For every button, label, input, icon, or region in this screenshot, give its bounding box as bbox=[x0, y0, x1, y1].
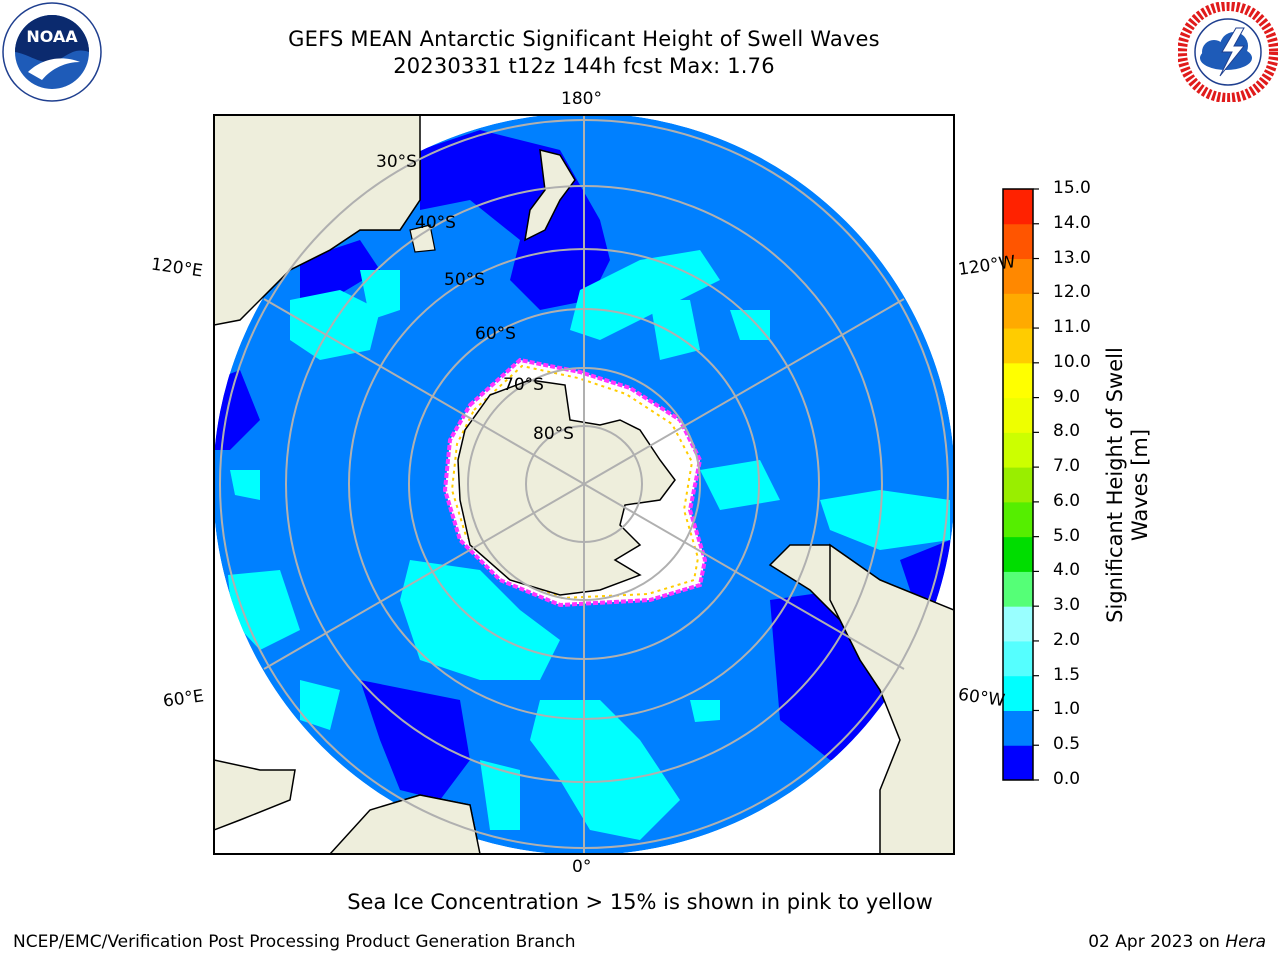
colorbar-band bbox=[1003, 223, 1033, 260]
high-swell-region bbox=[228, 570, 300, 650]
colorbar-tick-label: 7.0 bbox=[1053, 456, 1081, 477]
madagascar-landmass-corner bbox=[214, 759, 296, 831]
noaa-logo-text: NOAA bbox=[26, 27, 78, 46]
colorbar-tick-label: 14.0 bbox=[1053, 212, 1091, 233]
high-swell-region bbox=[820, 490, 950, 550]
colorbar-tick-label: 5.0 bbox=[1053, 525, 1081, 546]
lon-label-0: 0° bbox=[572, 857, 592, 877]
low-swell-region bbox=[360, 680, 470, 800]
footer-machine: Hera bbox=[1225, 932, 1266, 952]
sea-ice-edge-yellow bbox=[450, 364, 700, 600]
map-frame bbox=[213, 114, 955, 855]
colorbar-band bbox=[1003, 675, 1033, 711]
australia-landmass-corner bbox=[214, 115, 421, 326]
high-swell-region bbox=[700, 460, 780, 510]
lat-label-30s: 30°S bbox=[376, 152, 417, 172]
colorbar-frame bbox=[1002, 188, 1034, 781]
lat-label-50s: 50°S bbox=[444, 270, 485, 290]
colorbar-band bbox=[1003, 189, 1033, 225]
low-swell-region bbox=[214, 370, 260, 450]
colorbar-tick-label: 3.0 bbox=[1053, 595, 1081, 616]
high-swell-region bbox=[230, 470, 260, 500]
south-america-landmass-corner bbox=[829, 543, 954, 854]
lat-label-70s: 70°S bbox=[503, 375, 544, 395]
antarctica-landmass bbox=[457, 379, 676, 596]
nws-logo-icon bbox=[1178, 2, 1278, 102]
noaa-logo-icon: NOAA bbox=[2, 2, 102, 102]
high-swell-region bbox=[360, 270, 400, 320]
high-swell-region bbox=[650, 300, 700, 360]
high-swell-region bbox=[530, 700, 680, 840]
high-swell-region bbox=[730, 310, 770, 340]
footer-credit: NCEP/EMC/Verification Post Processing Pr… bbox=[13, 932, 576, 952]
colorbar-tick-label: 8.0 bbox=[1053, 421, 1081, 442]
colorbar-band bbox=[1003, 745, 1033, 781]
lat-label-80s: 80°S bbox=[533, 424, 574, 444]
new-zealand-landmass bbox=[524, 149, 576, 242]
colorbar-tick-label: 1.5 bbox=[1053, 664, 1081, 685]
colorbar-tick-label: 11.0 bbox=[1053, 317, 1091, 338]
lat-label-40s: 40°S bbox=[415, 213, 456, 233]
lat-label-60s: 60°S bbox=[475, 324, 516, 344]
high-swell-region bbox=[480, 760, 520, 830]
colorbar-band bbox=[1003, 432, 1033, 468]
colorbar-tick-label: 10.0 bbox=[1053, 351, 1091, 372]
colorbar-tick-label: 12.0 bbox=[1053, 282, 1091, 303]
sea-ice-edge-pink bbox=[442, 357, 708, 608]
africa-landmass-corner bbox=[328, 794, 481, 854]
chart-subtitle: 20230331 t12z 144h fcst Max: 1.76 bbox=[393, 54, 775, 78]
colorbar-band bbox=[1003, 710, 1033, 746]
colorbar-tick-label: 0.0 bbox=[1053, 769, 1081, 789]
caption: Sea Ice Concentration > 15% is shown in … bbox=[347, 890, 933, 914]
colorbar-band bbox=[1003, 328, 1033, 364]
meridian-60e-120w bbox=[263, 298, 905, 670]
colorbar-tick-label: 6.0 bbox=[1053, 490, 1081, 511]
footer-date: 02 Apr 2023 on Hera bbox=[1088, 932, 1266, 952]
colorbar-band bbox=[1003, 606, 1033, 642]
colorbar bbox=[1002, 188, 1039, 781]
colorbar-band bbox=[1003, 293, 1033, 329]
colorbar-tick-label: 2.0 bbox=[1053, 629, 1081, 650]
high-swell-region bbox=[570, 250, 720, 340]
chart-title: GEFS MEAN Antarctic Significant Height o… bbox=[288, 27, 880, 51]
tasmania-landmass bbox=[409, 224, 436, 253]
colorbar-tick-label: 13.0 bbox=[1053, 247, 1091, 268]
colorbar-title: Significant Height of Swell Waves [m] bbox=[1103, 347, 1152, 623]
colorbar-tick-label: 9.0 bbox=[1053, 386, 1081, 407]
colorbar-tick-label: 1.0 bbox=[1053, 699, 1081, 720]
colorbar-band bbox=[1003, 501, 1033, 538]
colorbar-band bbox=[1003, 571, 1033, 607]
colorbar-tick-label: 0.5 bbox=[1053, 734, 1081, 755]
colorbar-band bbox=[1003, 362, 1033, 399]
colorbar-band bbox=[1003, 467, 1033, 503]
high-swell-region bbox=[300, 680, 340, 730]
high-swell-region bbox=[690, 700, 720, 722]
colorbar-band bbox=[1003, 397, 1033, 433]
footer-date-text: 02 Apr 2023 on bbox=[1088, 932, 1226, 952]
high-swell-region bbox=[400, 560, 560, 680]
colorbar-tick-label: 15.0 bbox=[1053, 178, 1091, 198]
colorbar-band bbox=[1003, 536, 1033, 572]
colorbar-tick-label: 4.0 bbox=[1053, 560, 1081, 581]
lon-label-180: 180° bbox=[561, 89, 602, 109]
colorbar-band bbox=[1003, 258, 1033, 294]
graticule bbox=[219, 115, 949, 854]
high-swell-region bbox=[290, 290, 380, 360]
colorbar-band bbox=[1003, 640, 1033, 677]
